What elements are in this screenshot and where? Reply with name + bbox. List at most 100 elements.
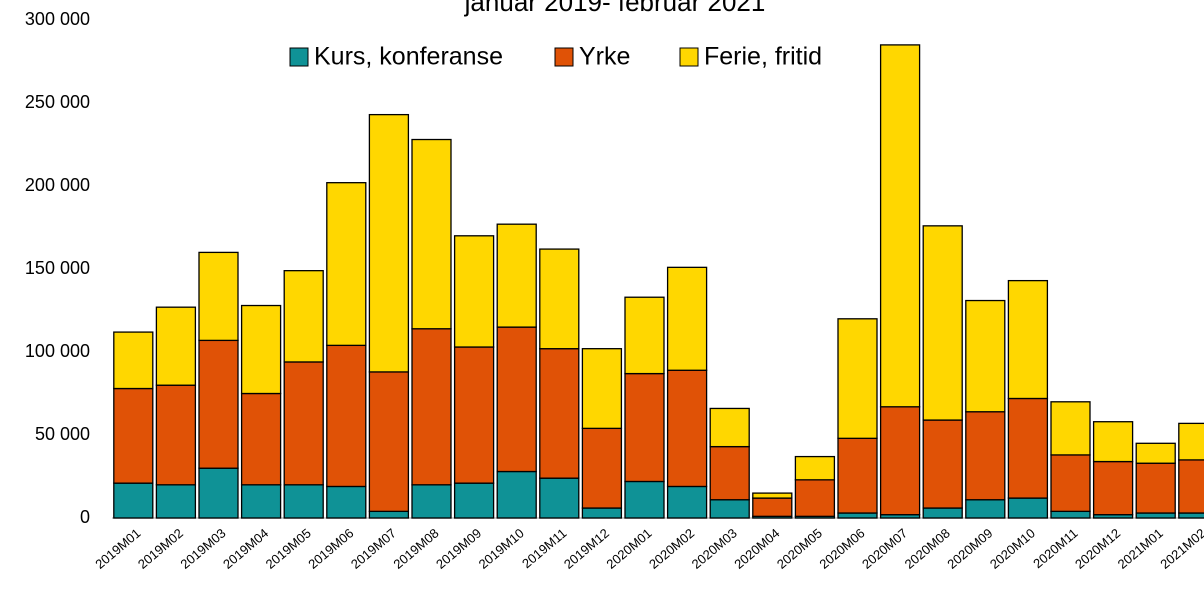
bar-segment bbox=[113, 482, 154, 519]
bar-segment bbox=[453, 235, 495, 348]
bar-segment bbox=[1050, 454, 1091, 513]
bar-segment bbox=[155, 384, 197, 486]
x-tick-label: 2020M12 bbox=[1072, 525, 1123, 571]
bar-segment bbox=[965, 411, 1006, 501]
legend-label: Yrke bbox=[579, 43, 630, 71]
x-tick-label: 2019M05 bbox=[263, 525, 314, 571]
x-tick-label: 2019M06 bbox=[305, 525, 356, 571]
bar-segment bbox=[155, 306, 197, 386]
x-tick-label: 2020M09 bbox=[944, 525, 995, 571]
bar-segment bbox=[326, 485, 367, 519]
bar-segment bbox=[113, 331, 154, 390]
bar-segment bbox=[326, 182, 367, 347]
bar-segment bbox=[1050, 401, 1091, 456]
bar-segment bbox=[709, 499, 750, 519]
x-tick-label: 2021M02 bbox=[1157, 525, 1204, 571]
bar-segment bbox=[1007, 279, 1049, 400]
x-tick-label: 2020M11 bbox=[1030, 525, 1080, 571]
bar-segment bbox=[794, 455, 836, 481]
bar-segment bbox=[453, 346, 495, 484]
bar-segment bbox=[837, 437, 878, 514]
x-tick-label: 2019M08 bbox=[390, 525, 441, 571]
bar-segment bbox=[1135, 462, 1176, 514]
x-tick-label: 2020M10 bbox=[987, 525, 1038, 571]
bar-segment bbox=[965, 499, 1006, 519]
bar-segment bbox=[198, 339, 239, 469]
bar-segment bbox=[922, 419, 963, 509]
bar-segment bbox=[283, 361, 324, 486]
x-tick-label: 2019M10 bbox=[476, 525, 527, 571]
y-tick-label: 0 bbox=[80, 507, 90, 527]
bar-segment bbox=[283, 270, 324, 363]
bar-segment bbox=[709, 445, 750, 501]
y-tick-label: 100 000 bbox=[25, 341, 90, 361]
x-tick-label: 2020M07 bbox=[859, 525, 910, 571]
bar-segment bbox=[326, 344, 367, 488]
bar-segment bbox=[411, 328, 452, 486]
bar-segment bbox=[240, 304, 282, 395]
bar-segment bbox=[198, 467, 239, 519]
bar-segment bbox=[666, 266, 708, 371]
x-tick-label: 2019M03 bbox=[177, 525, 228, 571]
bar-segment bbox=[240, 484, 282, 519]
bar-segment bbox=[368, 510, 410, 519]
x-tick-label: 2021M01 bbox=[1115, 525, 1166, 571]
bar-segment bbox=[113, 387, 154, 484]
bar-segment bbox=[1050, 510, 1091, 519]
bar-segment bbox=[1007, 397, 1049, 499]
bar-segment bbox=[1135, 512, 1176, 519]
bar-segment bbox=[283, 484, 324, 519]
bar-segment bbox=[922, 225, 963, 421]
x-tick-label: 2019M02 bbox=[135, 525, 186, 571]
x-tick-label: 2020M03 bbox=[689, 525, 740, 571]
bar-segment bbox=[581, 348, 623, 430]
x-tick-label: 2020M01 bbox=[603, 525, 654, 571]
legend-swatch bbox=[289, 47, 309, 67]
legend-swatch bbox=[554, 47, 574, 67]
bar-segment bbox=[453, 482, 495, 519]
y-tick-label: 200 000 bbox=[25, 175, 90, 195]
x-tick-label: 2020M04 bbox=[731, 525, 782, 571]
bar-segment bbox=[1178, 422, 1204, 461]
x-tick-label: 2019M09 bbox=[433, 525, 484, 571]
chart-title: januar 2019- februar 2021 bbox=[464, 0, 766, 17]
bar-segment bbox=[1092, 460, 1134, 516]
bar-segment bbox=[539, 248, 580, 350]
bar-segment bbox=[837, 512, 878, 519]
bar-segment bbox=[539, 348, 580, 479]
legend-label: Kurs, konferanse bbox=[314, 43, 503, 71]
bar-segment bbox=[624, 480, 665, 519]
bar-segment bbox=[709, 407, 750, 448]
x-tick-label: 2019M11 bbox=[519, 525, 569, 571]
bar-segment bbox=[539, 477, 580, 519]
x-tick-label: 2020M02 bbox=[646, 525, 697, 571]
bar-segment bbox=[496, 470, 537, 519]
bar-segment bbox=[794, 479, 836, 517]
x-tick-label: 2019M07 bbox=[348, 525, 399, 571]
y-tick-label: 150 000 bbox=[25, 258, 90, 278]
bar-segment bbox=[879, 406, 921, 516]
bar-segment bbox=[879, 44, 921, 408]
bar-segment bbox=[624, 296, 665, 375]
bar-segment bbox=[581, 427, 623, 509]
bar-segment bbox=[1135, 442, 1176, 464]
x-tick-label: 2020M05 bbox=[774, 525, 825, 571]
bar-segment bbox=[922, 507, 963, 519]
bar-segment bbox=[581, 507, 623, 519]
legend-label: Ferie, fritid bbox=[704, 43, 822, 71]
bar-segment bbox=[1092, 421, 1134, 463]
bar-segment bbox=[837, 318, 878, 439]
bar-segment bbox=[496, 326, 537, 473]
bar-segment bbox=[411, 484, 452, 519]
y-tick-label: 50 000 bbox=[35, 424, 90, 444]
bar-segment bbox=[198, 251, 239, 342]
x-tick-label: 2019M04 bbox=[220, 525, 271, 571]
bar-segment bbox=[240, 392, 282, 486]
y-tick-label: 300 000 bbox=[25, 9, 90, 29]
bar-segment bbox=[368, 371, 410, 513]
bar-segment bbox=[624, 372, 665, 483]
bar-segment bbox=[1178, 459, 1204, 514]
bar-segment bbox=[666, 369, 708, 488]
x-tick-label: 2020M08 bbox=[902, 525, 953, 571]
